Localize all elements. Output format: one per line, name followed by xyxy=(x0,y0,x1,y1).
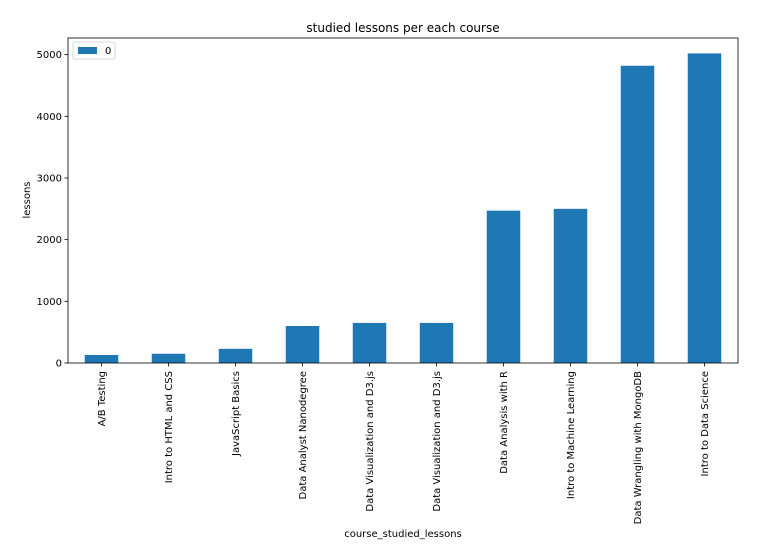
bars-group xyxy=(84,53,722,364)
x-tick-label: Data Wrangling with MongoDB xyxy=(633,371,644,524)
bar xyxy=(620,65,655,363)
plot-frame xyxy=(67,37,739,364)
legend: 0 xyxy=(72,41,116,60)
bar xyxy=(553,208,588,363)
bar xyxy=(687,53,722,364)
legend-swatch xyxy=(78,47,97,54)
y-tick-label: 2000 xyxy=(37,235,62,246)
y-tick-label: 3000 xyxy=(37,173,62,184)
bar xyxy=(486,210,521,363)
legend-label: 0 xyxy=(105,46,111,57)
bar xyxy=(84,354,119,363)
x-tick-label: Data Visualization and D3.js xyxy=(365,371,376,512)
y-tick-label: 1000 xyxy=(37,297,62,308)
x-ticks-group: A/B Testing Intro to HTML and CSS JavaScri… xyxy=(97,363,711,524)
y-tick-label: 5000 xyxy=(37,50,62,61)
x-tick-label: Intro to HTML and CSS xyxy=(164,371,175,483)
bar xyxy=(151,353,186,363)
x-tick-label: A/B Testing xyxy=(97,371,108,426)
x-tick-label: Data Analysis with R xyxy=(499,371,510,474)
y-tick-label: 4000 xyxy=(37,112,62,123)
x-tick-label: Data Visualization and D3.js xyxy=(432,371,443,512)
bar xyxy=(419,322,454,363)
bar xyxy=(218,348,253,363)
chart-title: studied lessons per each course xyxy=(306,21,499,35)
y-ticks-group: 0 1000 2000 3000 4000 5000 xyxy=(37,50,68,370)
bar xyxy=(352,322,387,363)
x-tick-label: Intro to Data Science xyxy=(700,371,711,476)
x-axis-label: course_studied_lessons xyxy=(344,529,462,540)
y-axis-label: lessons xyxy=(22,181,33,218)
x-tick-label: Data Analyst Nanodegree xyxy=(298,371,309,499)
y-tick-label: 0 xyxy=(56,359,62,370)
x-tick-label: Intro to Machine Learning xyxy=(566,371,577,499)
bar xyxy=(285,325,320,363)
x-tick-label: JavaScript Basics xyxy=(231,371,242,457)
